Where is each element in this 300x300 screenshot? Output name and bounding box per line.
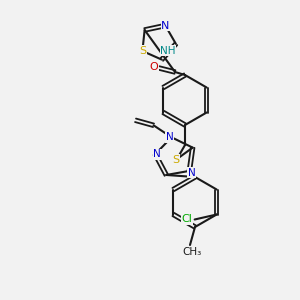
Text: N: N bbox=[161, 21, 170, 31]
Text: Cl: Cl bbox=[181, 214, 192, 224]
Text: N: N bbox=[153, 149, 161, 159]
Text: S: S bbox=[139, 46, 146, 56]
Text: O: O bbox=[150, 62, 158, 72]
Text: S: S bbox=[172, 155, 180, 165]
Text: CH₃: CH₃ bbox=[182, 247, 202, 257]
Text: NH: NH bbox=[160, 46, 176, 56]
Text: N: N bbox=[166, 132, 173, 142]
Text: N: N bbox=[188, 168, 195, 178]
